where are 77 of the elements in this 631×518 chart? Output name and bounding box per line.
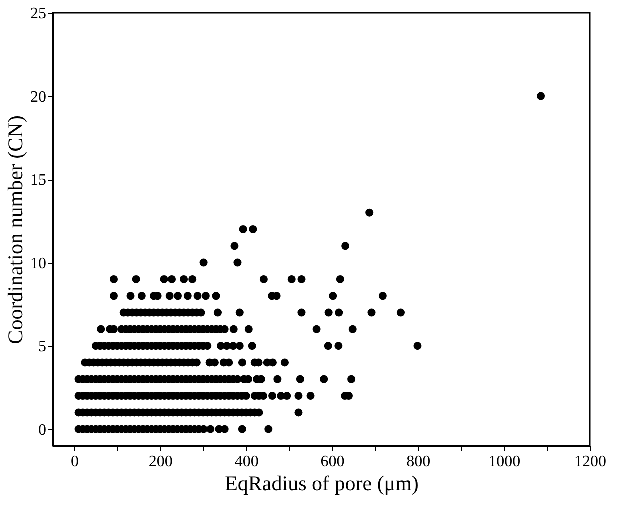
point	[206, 425, 215, 434]
point	[264, 425, 273, 434]
point	[294, 392, 303, 400]
point	[244, 325, 253, 334]
point	[200, 258, 208, 267]
point	[180, 275, 188, 284]
point	[296, 375, 304, 384]
point	[97, 325, 106, 334]
y-tick-label: 0	[38, 422, 46, 439]
point	[268, 392, 277, 400]
point	[188, 275, 197, 284]
point	[229, 342, 238, 350]
point	[168, 275, 176, 284]
point	[348, 375, 356, 384]
point	[329, 292, 338, 300]
y-tick-label: 5	[38, 338, 46, 356]
point	[126, 292, 135, 300]
y-tick-label: 25	[30, 6, 46, 22]
point	[335, 308, 344, 317]
point	[320, 375, 328, 384]
point	[306, 392, 315, 400]
point	[368, 308, 376, 317]
point	[132, 275, 140, 284]
point	[222, 342, 231, 350]
x-tick-label: 200	[148, 454, 173, 470]
point	[396, 308, 405, 317]
point	[336, 275, 344, 284]
point	[312, 325, 321, 334]
point	[214, 308, 222, 317]
point	[324, 308, 333, 317]
point	[238, 358, 246, 367]
y-tick-label: 15	[30, 172, 46, 190]
point	[294, 408, 303, 417]
x-tick-label: 1000	[488, 454, 521, 470]
point	[537, 92, 546, 100]
x-axis-title: EqRadius of pore (μm)	[225, 472, 419, 496]
y-tick-label: 20	[30, 88, 46, 106]
point	[212, 292, 220, 300]
point	[110, 275, 118, 284]
x-tick-label: 1200	[574, 454, 606, 470]
point	[274, 375, 282, 384]
point	[184, 292, 192, 300]
point	[160, 275, 168, 284]
point	[288, 275, 296, 284]
point	[239, 226, 248, 234]
point	[238, 425, 246, 434]
point	[138, 292, 146, 300]
point	[280, 358, 289, 367]
point	[348, 325, 357, 334]
point	[334, 342, 343, 350]
point	[230, 242, 239, 250]
point	[194, 292, 202, 300]
point	[234, 258, 242, 267]
point	[283, 392, 292, 400]
point	[174, 292, 182, 300]
point	[248, 342, 256, 350]
point	[366, 208, 374, 217]
point	[260, 275, 268, 284]
point	[110, 292, 118, 300]
point	[230, 325, 238, 334]
point	[236, 342, 244, 350]
point	[378, 292, 387, 300]
point	[236, 308, 244, 317]
point	[324, 342, 332, 350]
x-tick-label: 0	[70, 454, 79, 470]
point	[298, 308, 306, 317]
point	[249, 226, 258, 234]
point	[342, 242, 350, 250]
x-tick-label: 600	[320, 454, 345, 470]
x-tick-label: 800	[406, 454, 431, 470]
point	[298, 275, 306, 284]
x-tick-label: 400	[234, 454, 259, 470]
point	[414, 342, 422, 350]
point	[166, 292, 174, 300]
point	[202, 292, 210, 300]
y-tick-label: 10	[30, 255, 46, 272]
y-axis-title: Coordination number (CN)	[4, 116, 28, 344]
